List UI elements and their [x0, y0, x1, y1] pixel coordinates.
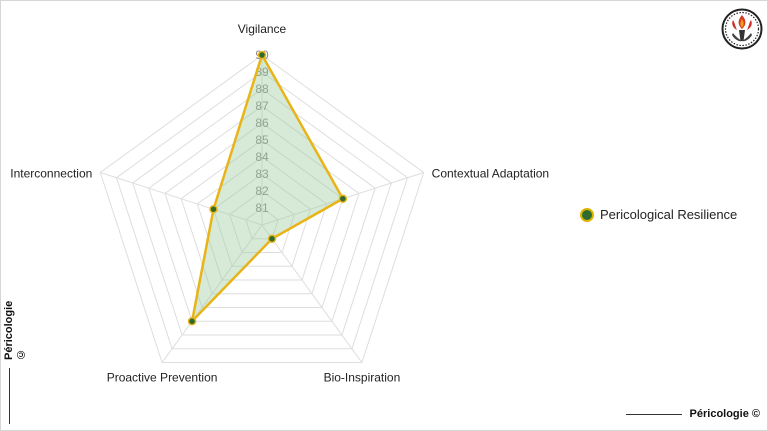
- radial-tick-label: 81: [255, 201, 269, 215]
- series-layer: [187, 50, 348, 326]
- legend-item[interactable]: Pericological Resilience: [580, 207, 737, 222]
- axis-label: Bio-Inspiration: [324, 371, 401, 385]
- radial-tick-label: 83: [255, 167, 269, 181]
- axis-labels: Vigilance Contextual Adaptation Bio-Inspir…: [10, 22, 549, 385]
- axis-label: Contextual Adaptation: [432, 166, 549, 180]
- watermark-horizontal: Péricologie ©: [625, 408, 760, 420]
- watermark-text-horizontal: Péricologie ©: [689, 408, 760, 420]
- watermark-line-horizontal: [625, 413, 682, 415]
- grid-ring: [164, 122, 360, 309]
- watermark-text-vertical: Péricologie ©: [3, 300, 27, 360]
- grid-ring: [245, 207, 279, 240]
- grid-spoke: [261, 224, 363, 363]
- radial-tick-label: 84: [255, 150, 269, 164]
- data-point: [187, 317, 197, 326]
- torch-emblem-icon: [721, 8, 763, 50]
- axis-label: Proactive Prevention: [107, 371, 218, 385]
- grid-ring: [212, 173, 312, 267]
- watermark-vertical: Péricologie ©: [0, 288, 27, 428]
- legend-marker: [580, 207, 594, 222]
- legend-label: Pericological Resilience: [600, 207, 738, 222]
- axis-label: Interconnection: [10, 166, 92, 180]
- radial-tick-label: 82: [255, 184, 269, 198]
- watermark-line-vertical: [9, 368, 10, 424]
- grid-ring: [180, 139, 344, 295]
- grid-ring: [99, 54, 425, 364]
- grid-ring: [148, 105, 376, 322]
- data-point: [209, 204, 218, 214]
- radial-tick-label: 85: [255, 133, 269, 147]
- grid-ring: [196, 156, 328, 281]
- data-point: [257, 50, 267, 60]
- grid-ring: [115, 71, 409, 350]
- series-area: [190, 53, 345, 323]
- grid-spoke: [161, 224, 263, 363]
- data-point: [267, 234, 277, 244]
- grid-spoke: [100, 171, 263, 226]
- data-point: [338, 194, 348, 203]
- radial-tick-label: 88: [255, 82, 269, 96]
- grid-ring: [132, 88, 392, 336]
- radial-tick-label: 87: [255, 99, 269, 113]
- axis-label: Vigilance: [238, 22, 287, 36]
- radial-tick-label: 86: [255, 116, 269, 130]
- grid-ring: [229, 190, 295, 254]
